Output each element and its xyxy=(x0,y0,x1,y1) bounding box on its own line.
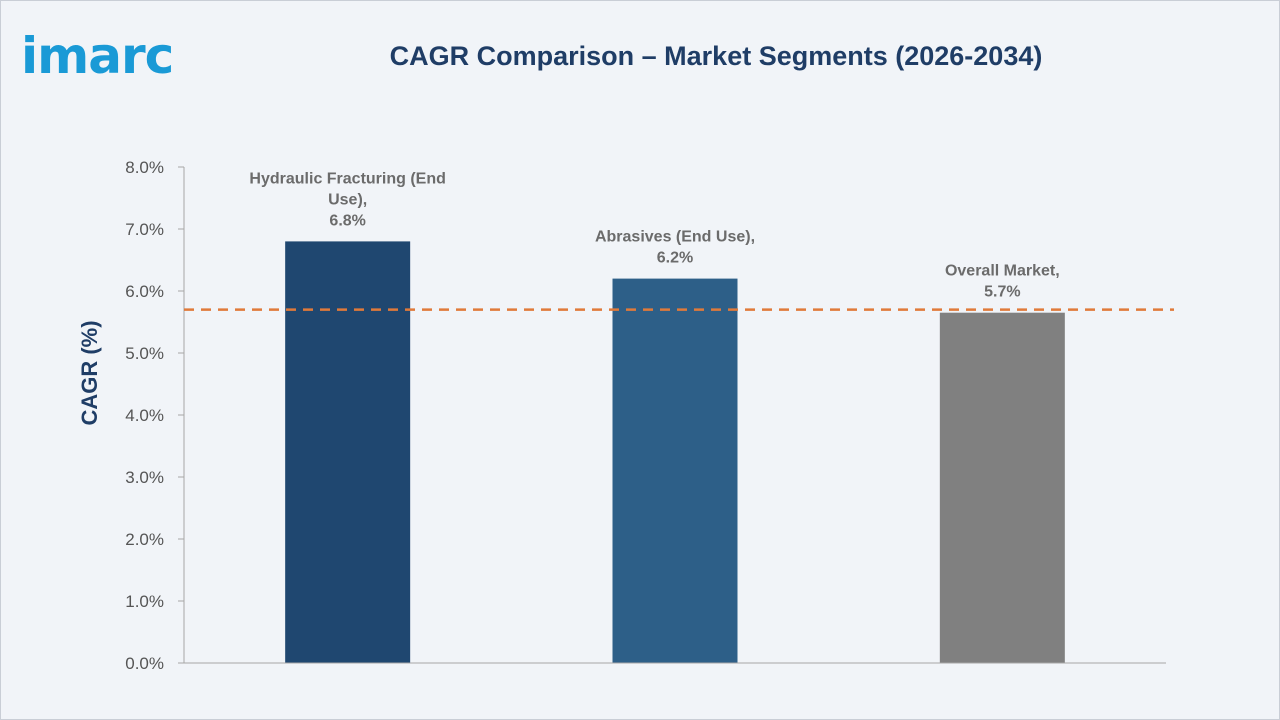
bar-data-label: 5.7% xyxy=(984,284,1020,301)
bar-data-label: 6.2% xyxy=(657,250,693,267)
logo-text: imarc xyxy=(21,27,173,83)
imarc-logo: imarc xyxy=(21,27,174,83)
y-tick-label: 7.0% xyxy=(125,220,164,239)
y-tick-label: 5.0% xyxy=(125,344,164,363)
chart-title: CAGR Comparison – Market Segments (2026-… xyxy=(389,41,1043,71)
y-tick-label: 8.0% xyxy=(125,158,164,177)
y-tick-label: 3.0% xyxy=(125,468,164,487)
y-tick-label: 4.0% xyxy=(125,406,164,425)
bar-data-label: 6.8% xyxy=(329,212,365,229)
bar-data-label: Abrasives (End Use), xyxy=(595,229,755,246)
y-tick-label: 1.0% xyxy=(125,592,164,611)
bar-1 xyxy=(285,241,411,663)
bar-3 xyxy=(939,312,1065,663)
bar-data-label: Use), xyxy=(328,191,367,208)
bar-2 xyxy=(612,278,738,663)
y-tick-label: 6.0% xyxy=(125,282,164,301)
y-axis-title: CAGR (%) xyxy=(77,320,102,425)
y-tick-label: 0.0% xyxy=(125,654,164,673)
y-tick-label: 2.0% xyxy=(125,530,164,549)
bar-data-label: Hydraulic Fracturing (End xyxy=(249,170,445,187)
bar-data-label: Overall Market, xyxy=(945,263,1060,280)
